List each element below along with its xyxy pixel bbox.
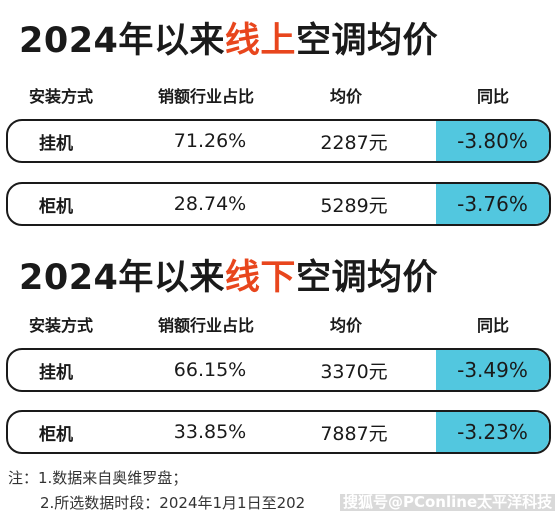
watermark-text: 搜狐号@PConline太平洋科技	[340, 494, 556, 511]
row-yoy: -3.80%	[436, 121, 549, 161]
row-price: 7887元	[320, 422, 388, 445]
column-header-share: 销额行业占比	[158, 87, 255, 106]
footnote-source: 注：1.数据来自奥维罗盘；	[8, 469, 188, 487]
column-header-share: 销额行业占比	[158, 316, 255, 335]
row-price: 3370元	[320, 360, 388, 383]
row-type: 柜机	[39, 424, 73, 445]
row-price: 2287元	[320, 131, 388, 154]
column-header-price: 均价	[330, 87, 363, 106]
column-header-yoy: 同比	[477, 316, 510, 335]
row-type: 挂机	[39, 362, 73, 383]
title-suffix: 空调均价	[295, 21, 438, 61]
title-highlight: 线上	[224, 21, 296, 61]
table-row: 挂机 71.26% 2287元 -3.80%	[6, 119, 551, 163]
table-row: 柜机 28.74% 5289元 -3.76%	[6, 182, 551, 226]
row-yoy: -3.76%	[436, 184, 549, 224]
row-yoy: -3.23%	[436, 412, 549, 452]
row-share: 33.85%	[173, 421, 247, 443]
column-header-yoy: 同比	[477, 87, 510, 106]
column-header-price: 均价	[330, 316, 363, 335]
row-share: 66.15%	[173, 359, 247, 381]
row-type: 柜机	[39, 196, 73, 217]
chart-title-offline: 2024年以来线下空调均价	[19, 261, 438, 296]
row-share: 71.26%	[173, 130, 247, 152]
title-highlight: 线下	[224, 258, 296, 298]
chart-title-online: 2024年以来线上空调均价	[19, 24, 438, 59]
table-row: 柜机 33.85% 7887元 -3.23%	[6, 410, 551, 454]
title-suffix: 空调均价	[295, 258, 438, 298]
row-share: 28.74%	[173, 193, 247, 215]
column-header-type: 安装方式	[29, 87, 94, 106]
column-header-type: 安装方式	[29, 316, 94, 335]
row-type: 挂机	[39, 133, 73, 154]
footnote-period: 2.所选数据时段：2024年1月1日至202	[40, 494, 306, 512]
row-price: 5289元	[320, 194, 388, 217]
title-prefix: 2024年以来	[19, 258, 225, 298]
row-yoy: -3.49%	[436, 350, 549, 390]
title-prefix: 2024年以来	[19, 21, 225, 61]
table-row: 挂机 66.15% 3370元 -3.49%	[6, 348, 551, 392]
